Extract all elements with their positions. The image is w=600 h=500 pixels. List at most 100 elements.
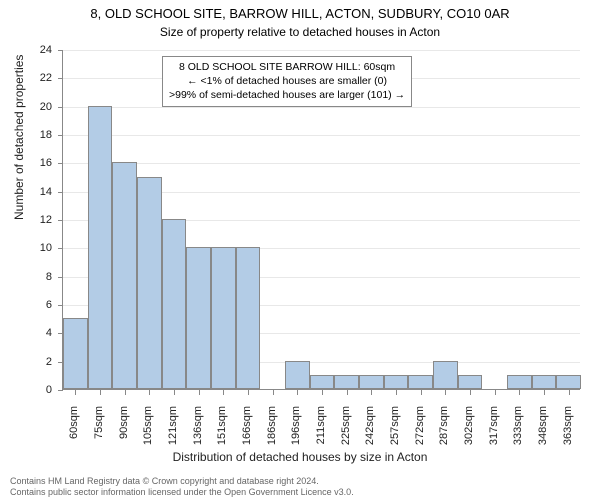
grid-line (63, 163, 580, 164)
xtick-mark (347, 390, 348, 395)
chart-subtitle: Size of property relative to detached ho… (0, 23, 600, 39)
ytick-label: 24 (22, 44, 52, 56)
bar (137, 177, 162, 390)
ytick-label: 6 (22, 299, 52, 311)
legend-line-1: 8 OLD SCHOOL SITE BARROW HILL: 60sqm (169, 60, 405, 74)
xtick-label: 287sqm (438, 406, 450, 456)
page-title: 8, OLD SCHOOL SITE, BARROW HILL, ACTON, … (0, 0, 600, 23)
xtick-label: 211sqm (315, 406, 327, 456)
bar (384, 375, 409, 389)
ytick-mark (58, 277, 63, 278)
bar (334, 375, 359, 389)
xtick-mark (495, 390, 496, 395)
bar (433, 361, 458, 389)
xtick-label: 90sqm (118, 406, 130, 456)
ytick-label: 14 (22, 186, 52, 198)
xtick-label: 75sqm (93, 406, 105, 456)
ytick-label: 0 (22, 384, 52, 396)
ytick-label: 2 (22, 356, 52, 368)
xtick-label: 363sqm (562, 406, 574, 456)
bar (532, 375, 557, 389)
xtick-label: 136sqm (192, 406, 204, 456)
xtick-mark (174, 390, 175, 395)
bar (112, 162, 137, 389)
legend-line-2: ← <1% of detached houses are smaller (0) (169, 74, 405, 88)
bar (186, 247, 211, 389)
footer-line-2: Contains public sector information licen… (10, 487, 354, 498)
bar (507, 375, 532, 389)
grid-line (63, 135, 580, 136)
xtick-mark (248, 390, 249, 395)
bar (285, 361, 310, 389)
xtick-mark (322, 390, 323, 395)
bar (359, 375, 384, 389)
xtick-label: 272sqm (414, 406, 426, 456)
xtick-mark (519, 390, 520, 395)
xtick-mark (149, 390, 150, 395)
ytick-label: 12 (22, 214, 52, 226)
ytick-mark (58, 192, 63, 193)
xtick-mark (544, 390, 545, 395)
bar (236, 247, 261, 389)
footer-line-1: Contains HM Land Registry data © Crown c… (10, 476, 354, 487)
xtick-label: 225sqm (340, 406, 352, 456)
xtick-label: 151sqm (216, 406, 228, 456)
xtick-mark (75, 390, 76, 395)
ytick-label: 20 (22, 101, 52, 113)
bar (63, 318, 88, 389)
xtick-label: 302sqm (463, 406, 475, 456)
xtick-label: 333sqm (512, 406, 524, 456)
chart-container: 8, OLD SCHOOL SITE, BARROW HILL, ACTON, … (0, 0, 600, 500)
xtick-label: 166sqm (241, 406, 253, 456)
chart-area: 8 OLD SCHOOL SITE BARROW HILL: 60sqm ← <… (62, 50, 580, 390)
xtick-mark (445, 390, 446, 395)
ytick-mark (58, 135, 63, 136)
bar (88, 106, 113, 389)
xtick-mark (100, 390, 101, 395)
ytick-mark (58, 78, 63, 79)
ytick-mark (58, 50, 63, 51)
xtick-mark (396, 390, 397, 395)
ytick-label: 22 (22, 72, 52, 84)
legend-line-3: >99% of semi-detached houses are larger … (169, 88, 405, 102)
xtick-label: 196sqm (290, 406, 302, 456)
grid-line (63, 50, 580, 51)
xtick-mark (297, 390, 298, 395)
xtick-label: 121sqm (167, 406, 179, 456)
bar (310, 375, 335, 389)
ytick-label: 10 (22, 242, 52, 254)
ytick-mark (58, 163, 63, 164)
bar (458, 375, 483, 389)
bar (211, 247, 236, 389)
grid-line (63, 107, 580, 108)
ytick-label: 18 (22, 129, 52, 141)
xtick-mark (421, 390, 422, 395)
xtick-mark (470, 390, 471, 395)
bar (408, 375, 433, 389)
legend-box: 8 OLD SCHOOL SITE BARROW HILL: 60sqm ← <… (162, 56, 412, 107)
ytick-mark (58, 248, 63, 249)
xtick-mark (371, 390, 372, 395)
ytick-label: 8 (22, 271, 52, 283)
bar (162, 219, 187, 389)
ytick-mark (58, 107, 63, 108)
xtick-label: 60sqm (68, 406, 80, 456)
xtick-mark (273, 390, 274, 395)
ytick-mark (58, 220, 63, 221)
ytick-mark (58, 305, 63, 306)
xtick-mark (223, 390, 224, 395)
xtick-label: 257sqm (389, 406, 401, 456)
xtick-label: 105sqm (142, 406, 154, 456)
xtick-mark (199, 390, 200, 395)
xtick-mark (569, 390, 570, 395)
ytick-label: 4 (22, 327, 52, 339)
xtick-mark (125, 390, 126, 395)
xtick-label: 242sqm (364, 406, 376, 456)
xtick-label: 348sqm (537, 406, 549, 456)
footer-attribution: Contains HM Land Registry data © Crown c… (10, 476, 354, 499)
ytick-mark (58, 390, 63, 391)
xtick-label: 317sqm (488, 406, 500, 456)
xtick-label: 186sqm (266, 406, 278, 456)
ytick-label: 16 (22, 157, 52, 169)
bar (556, 375, 581, 389)
